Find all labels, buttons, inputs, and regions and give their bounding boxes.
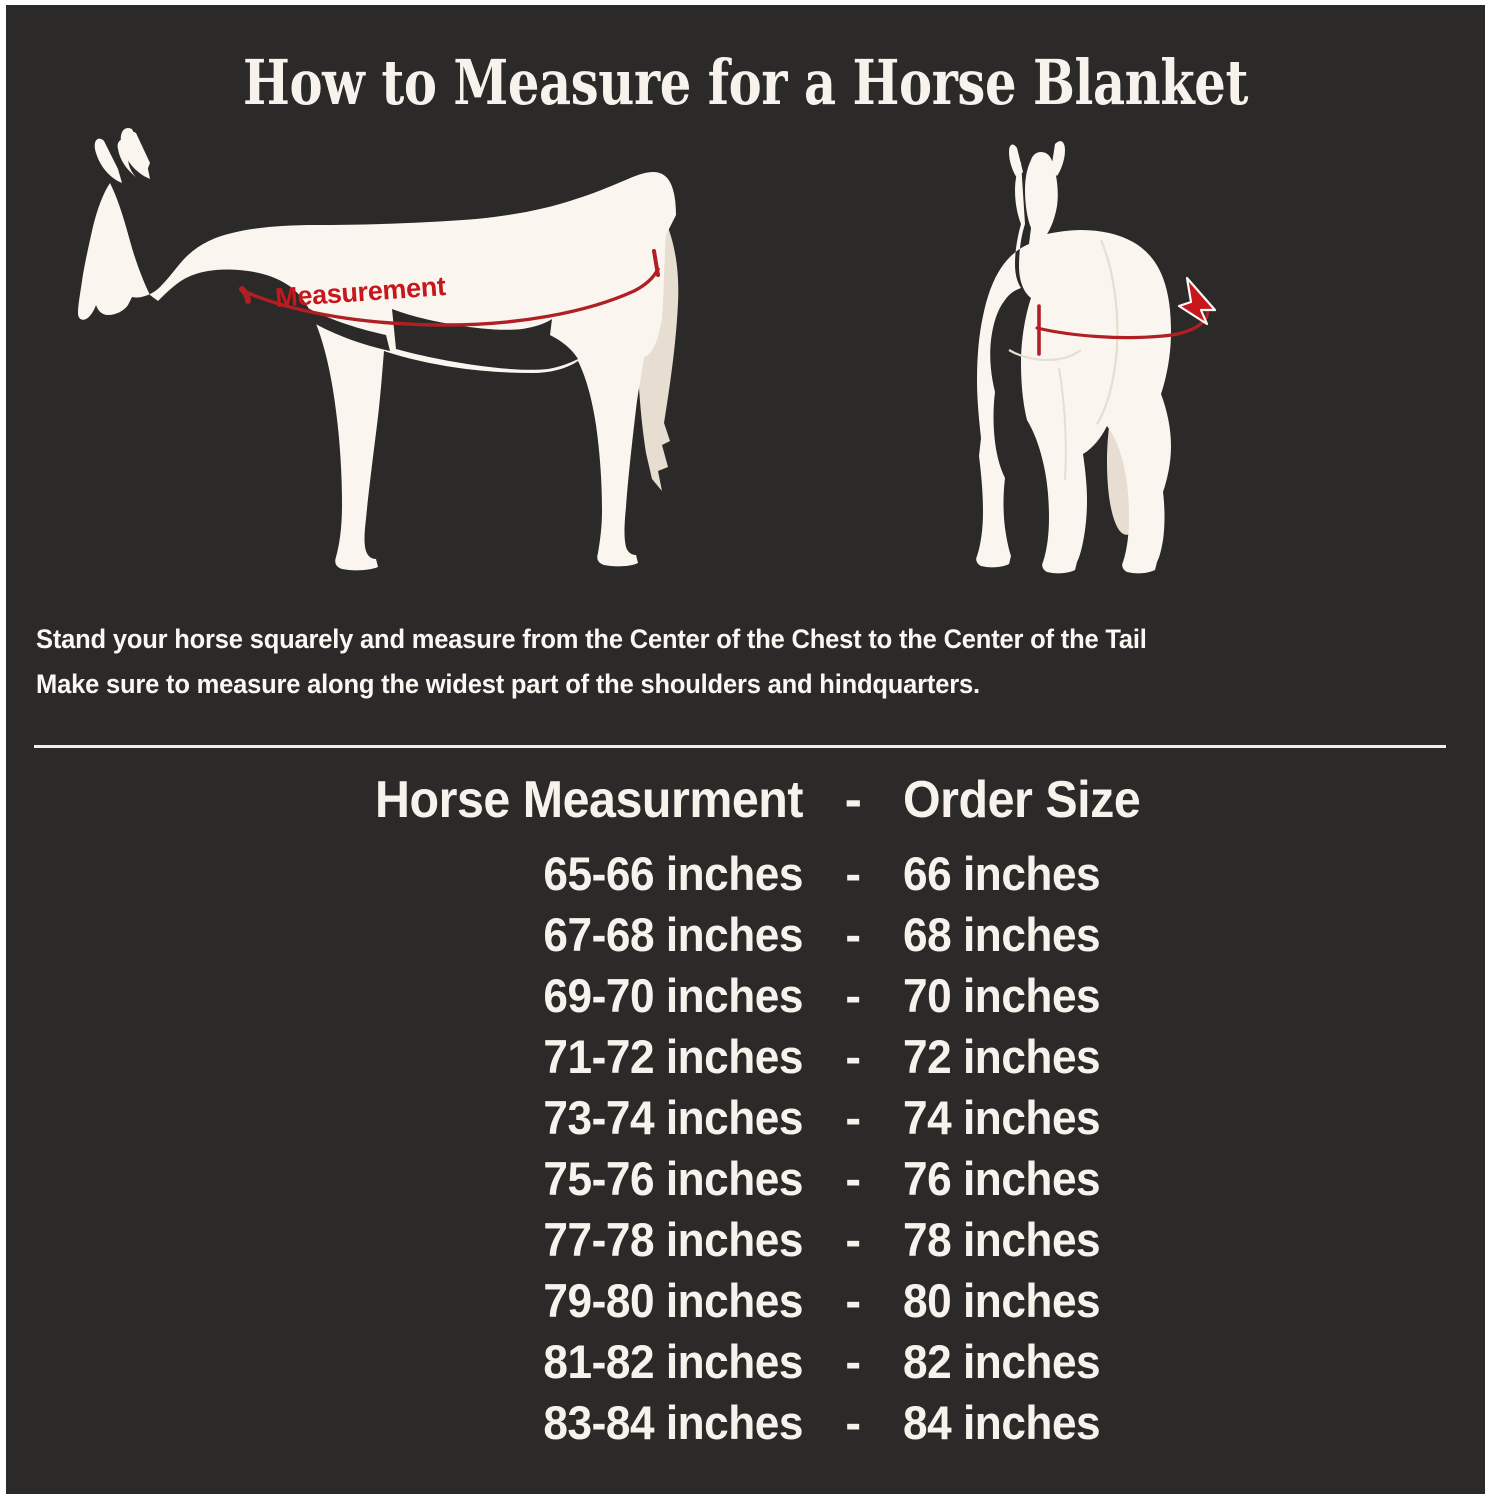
cell-dash: - — [845, 847, 861, 900]
horse-rear-contour-rump — [1096, 239, 1119, 425]
cell-order-size: 76 inches — [903, 1152, 1101, 1205]
instructions-text: Stand your horse squarely and measure fr… — [36, 617, 1383, 707]
cell-dash: - — [845, 1152, 861, 1205]
cell-order-size: 66 inches — [903, 847, 1101, 900]
cell-dash: - — [845, 969, 861, 1022]
horse-belly-gap — [298, 307, 390, 351]
cell-dash: - — [845, 908, 861, 961]
table-row: 65-66 inches - 66 inches — [6, 843, 1485, 904]
cell-measurement: 71-72 inches — [543, 1030, 803, 1083]
measurement-line-side — [246, 267, 660, 327]
cell-order-size: 68 inches — [903, 908, 1101, 961]
cell-order-size: 70 inches — [903, 969, 1101, 1022]
horse-leg-gap-front — [208, 272, 302, 571]
size-table: Horse Measurment - Order Size 65-66 inch… — [6, 763, 1485, 1453]
cell-measurement: 79-80 inches — [543, 1274, 803, 1327]
instructions-line-1: Stand your horse squarely and measure fr… — [36, 624, 1147, 654]
cell-measurement: 83-84 inches — [543, 1396, 803, 1449]
measurement-arrowhead — [1177, 276, 1217, 326]
cell-measurement: 81-82 inches — [543, 1335, 803, 1388]
cell-measurement: 73-74 inches — [543, 1091, 803, 1144]
cell-dash: - — [845, 1274, 861, 1327]
instructions-line-2: Make sure to measure along the widest pa… — [36, 669, 980, 699]
illustration-area: Measurement — [6, 123, 1485, 593]
cell-order-size: 72 inches — [903, 1030, 1101, 1083]
cell-order-size: 78 inches — [903, 1213, 1101, 1266]
horse-silhouette — [78, 127, 676, 571]
table-row: 83-84 inches - 84 inches — [6, 1392, 1485, 1453]
table-row: 73-74 inches - 74 inches — [6, 1087, 1485, 1148]
table-row: 69-70 inches - 70 inches — [6, 965, 1485, 1026]
header-order-size: Order Size — [903, 771, 1141, 829]
measurement-line-tick — [652, 249, 660, 277]
header-measurement: Horse Measurment — [375, 771, 803, 829]
horse-rear-contour-shoulder — [1008, 349, 1082, 362]
measurement-line-chest-cap — [239, 286, 251, 304]
horse-rear-view — [951, 128, 1281, 583]
page-title: How to Measure for a Horse Blanket — [243, 46, 1248, 119]
cell-measurement: 69-70 inches — [543, 969, 803, 1022]
table-row: 67-68 inches - 68 inches — [6, 904, 1485, 965]
section-divider — [34, 745, 1446, 748]
header-dash: - — [844, 771, 862, 829]
cell-measurement: 65-66 inches — [543, 847, 803, 900]
cell-order-size: 82 inches — [903, 1335, 1101, 1388]
cell-dash: - — [845, 1030, 861, 1083]
table-row: 81-82 inches - 82 inches — [6, 1331, 1485, 1392]
horse-rear-contour-leg — [1058, 367, 1067, 481]
cell-order-size: 74 inches — [903, 1091, 1101, 1144]
table-row: 77-78 inches - 78 inches — [6, 1209, 1485, 1270]
horse-side-view: Measurement — [66, 123, 726, 583]
cell-measurement: 67-68 inches — [543, 908, 803, 961]
table-header-row: Horse Measurment - Order Size — [6, 763, 1485, 837]
table-row: 71-72 inches - 72 inches — [6, 1026, 1485, 1087]
cell-dash: - — [845, 1213, 861, 1266]
cell-measurement: 75-76 inches — [543, 1152, 803, 1205]
chart-canvas: How to Measure for a Horse Blanket — [6, 5, 1485, 1494]
cell-dash: - — [845, 1335, 861, 1388]
table-row: 75-76 inches - 76 inches — [6, 1148, 1485, 1209]
table-row: 79-80 inches - 80 inches — [6, 1270, 1485, 1331]
cell-dash: - — [845, 1091, 861, 1144]
cell-measurement: 77-78 inches — [543, 1213, 803, 1266]
cell-order-size: 84 inches — [903, 1396, 1101, 1449]
cell-order-size: 80 inches — [903, 1274, 1101, 1327]
cell-dash: - — [845, 1396, 861, 1449]
horse-rear-silhouette — [976, 141, 1171, 574]
